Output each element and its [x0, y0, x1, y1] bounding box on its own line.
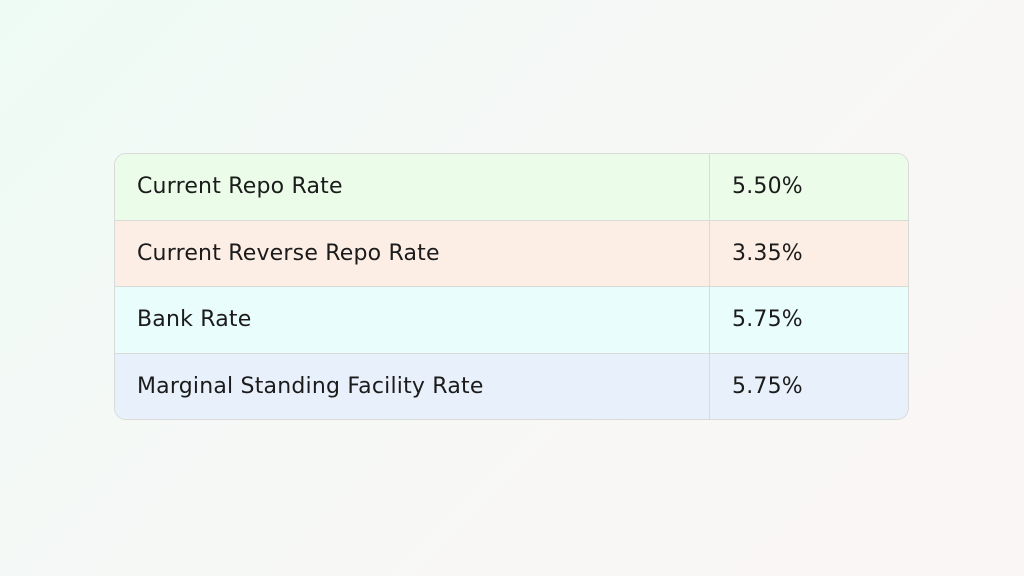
rate-label: Marginal Standing Facility Rate	[115, 353, 710, 419]
rate-label: Current Reverse Repo Rate	[115, 220, 710, 286]
table-row: Current Reverse Repo Rate 3.35%	[115, 220, 908, 287]
rate-value: 3.35%	[732, 240, 803, 266]
table-row: Bank Rate 5.75%	[115, 287, 908, 354]
rate-label: Current Repo Rate	[115, 154, 710, 220]
rate-value: 5.50%	[732, 174, 803, 200]
table-row: Current Repo Rate 5.50%	[115, 154, 908, 221]
rate-label: Bank Rate	[115, 287, 710, 353]
table-row: Marginal Standing Facility Rate 5.75%	[115, 353, 908, 419]
rate-value: 5.75%	[732, 373, 803, 399]
rates-table: Current Repo Rate 5.50% Current Reverse …	[114, 153, 909, 420]
rate-value: 5.75%	[732, 307, 803, 333]
